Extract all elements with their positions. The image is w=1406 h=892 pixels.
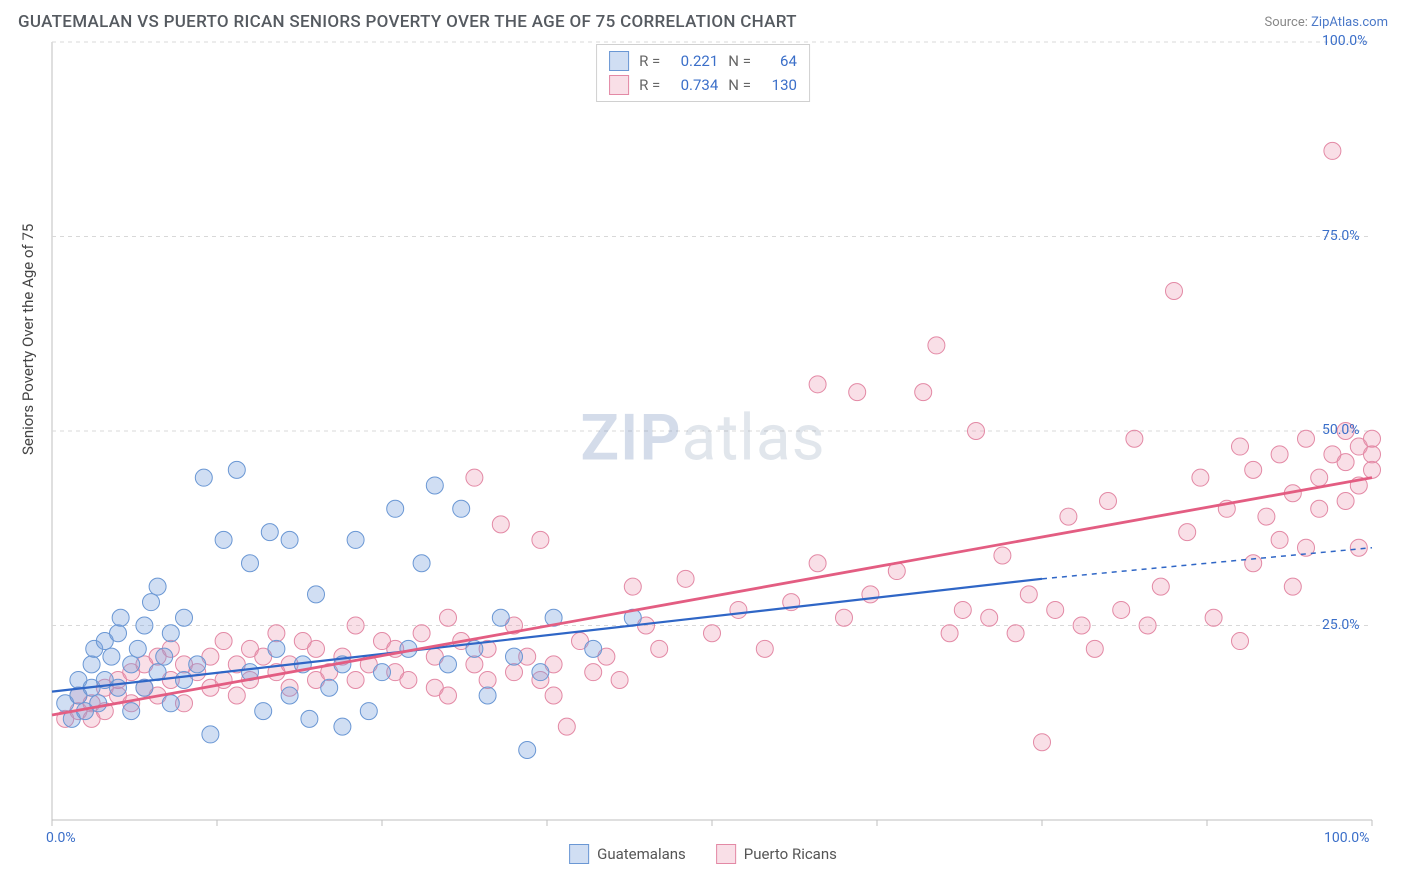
legend-item-series1: Guatemalans xyxy=(569,844,686,864)
scatter-chart xyxy=(0,40,1406,870)
chart-container: Seniors Poverty Over the Age of 75 ZIPat… xyxy=(0,40,1406,870)
legend: Guatemalans Puerto Ricans xyxy=(569,844,837,864)
axis-tick-label: 0.0% xyxy=(46,830,76,846)
correlation-stats-box: R = 0.221 N = 64 R = 0.734 N = 130 xyxy=(596,44,810,102)
legend-swatch-series1 xyxy=(569,844,589,864)
chart-title: GUATEMALAN VS PUERTO RICAN SENIORS POVER… xyxy=(18,12,797,32)
axis-tick-label: 75.0% xyxy=(1322,228,1360,244)
stats-row-series1: R = 0.221 N = 64 xyxy=(609,49,797,73)
axis-tick-label: 100.0% xyxy=(1324,830,1369,846)
stats-row-series2: R = 0.734 N = 130 xyxy=(609,73,797,97)
swatch-series2 xyxy=(609,75,629,95)
legend-label-series2: Puerto Ricans xyxy=(744,845,837,863)
source-attribution: Source: ZipAtlas.com xyxy=(1264,15,1388,30)
axis-tick-label: 100.0% xyxy=(1322,33,1367,49)
legend-label-series1: Guatemalans xyxy=(597,845,686,863)
axis-tick-label: 50.0% xyxy=(1322,422,1360,438)
legend-swatch-series2 xyxy=(716,844,736,864)
swatch-series1 xyxy=(609,51,629,71)
source-link[interactable]: ZipAtlas.com xyxy=(1311,15,1388,30)
axis-tick-label: 25.0% xyxy=(1322,617,1360,633)
legend-item-series2: Puerto Ricans xyxy=(716,844,837,864)
